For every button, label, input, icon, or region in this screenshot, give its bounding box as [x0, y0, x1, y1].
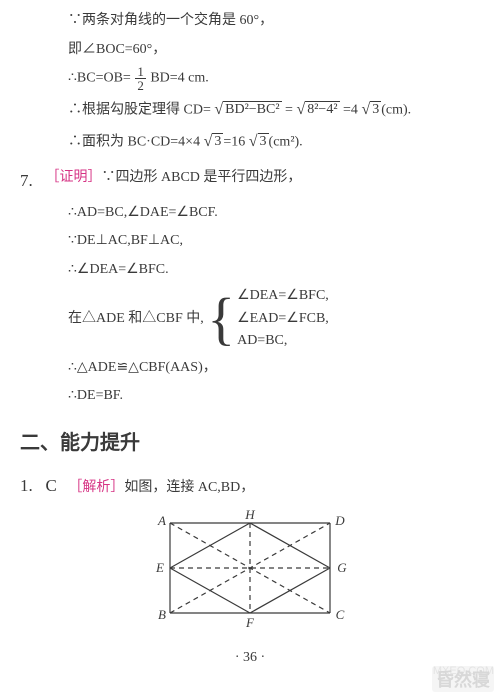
page-number: · 36 · [20, 645, 480, 672]
geometry-figure: A B C D H F E G [20, 508, 480, 639]
svg-text:H: H [244, 508, 255, 522]
brace-line: AD=BC, [237, 333, 287, 348]
fraction-num: 1 [135, 65, 146, 79]
sqrt: √3 [204, 127, 224, 157]
svg-text:F: F [245, 615, 255, 628]
text: BD=4 cm. [150, 71, 208, 86]
text: 即∠BOC=60°， [68, 42, 166, 57]
text-line: 即∠BOC=60°， [20, 37, 480, 64]
svg-text:E: E [155, 560, 164, 575]
svg-text:B: B [158, 607, 166, 622]
text: (cm). [381, 102, 411, 117]
text: =4 [343, 102, 358, 117]
text: 在△ADE 和△CBF 中, [68, 311, 204, 326]
proof-tag: ［证明］ [46, 170, 102, 185]
text-line: ∴BC=OB= 1 2 BD=4 cm. [20, 65, 480, 92]
text-line: ∵DE⊥AC,BF⊥AC, [20, 228, 480, 255]
page-content: ∵两条对角线的一个交角是 60°， 即∠BOC=60°， ∴BC=OB= 1 2… [0, 0, 500, 671]
text-line: ∴∠DEA=∠BFC. [20, 257, 480, 284]
text-line: ∴面积为 BC·CD=4×4 √3=16 √3(cm²). [20, 127, 480, 157]
svg-text:D: D [334, 513, 345, 528]
section-heading: 二、能力提升 [20, 424, 480, 462]
text-line: 在△ADE 和△CBF 中, { ∠DEA=∠BFC, ∠EAD=∠FCB, A… [20, 285, 480, 352]
question-7: 7. ［证明］∵四边形 ABCD 是平行四边形， [20, 165, 480, 197]
fraction-den: 2 [135, 79, 146, 92]
radicand: BD²−BC² [223, 101, 281, 117]
analysis-tag: ［解析］ [68, 480, 124, 495]
left-brace-icon: { [207, 290, 235, 348]
sqrt: √3 [249, 127, 269, 157]
text: ∴面积为 BC·CD=4×4 [68, 134, 200, 149]
sqrt: √BD²−BC² [214, 95, 281, 125]
geometry-svg: A B C D H F E G [140, 508, 360, 628]
sqrt: √8²−4² [296, 95, 339, 125]
svg-text:A: A [157, 513, 166, 528]
question-number: 7. [20, 165, 42, 197]
text-line: ∴DE=BF. [20, 383, 480, 410]
sqrt: √3 [361, 95, 381, 125]
brace-line: ∠DEA=∠BFC, [237, 288, 329, 303]
radicand: 8²−4² [305, 101, 339, 117]
text-line: ∴根据勾股定理得 CD= √BD²−BC² = √8²−4² =4 √3(cm)… [20, 95, 480, 125]
text: ∵四边形 ABCD 是平行四边形， [102, 170, 302, 185]
text: ∴BC=OB= [68, 71, 131, 86]
svg-text:C: C [336, 607, 345, 622]
answer-letter: C [46, 476, 57, 495]
text: 如图，连接 AC,BD， [124, 480, 254, 495]
brace-group: { ∠DEA=∠BFC, ∠EAD=∠FCB, AD=BC, [207, 285, 329, 352]
brace-line: ∠EAD=∠FCB, [237, 311, 329, 326]
text-line: ∴△ADE≌△CBF(AAS)， [20, 355, 480, 382]
text-line: ∵两条对角线的一个交角是 60°， [20, 8, 480, 35]
text: =16 [223, 134, 245, 149]
svg-text:G: G [337, 560, 347, 575]
radicand: 3 [258, 133, 269, 149]
radicand: 3 [212, 133, 223, 149]
question-1: 1. C ［解析］如图，连接 AC,BD， [20, 470, 480, 502]
fraction: 1 2 [135, 65, 146, 92]
radicand: 3 [370, 101, 381, 117]
text-line: ∴AD=BC,∠DAE=∠BCF. [20, 200, 480, 227]
question-number: 1. [20, 470, 42, 502]
text: ∴根据勾股定理得 CD= [68, 102, 211, 117]
watermark-box: 昏然寝 [432, 666, 494, 692]
text: (cm²). [269, 134, 303, 149]
text: = [285, 102, 293, 117]
